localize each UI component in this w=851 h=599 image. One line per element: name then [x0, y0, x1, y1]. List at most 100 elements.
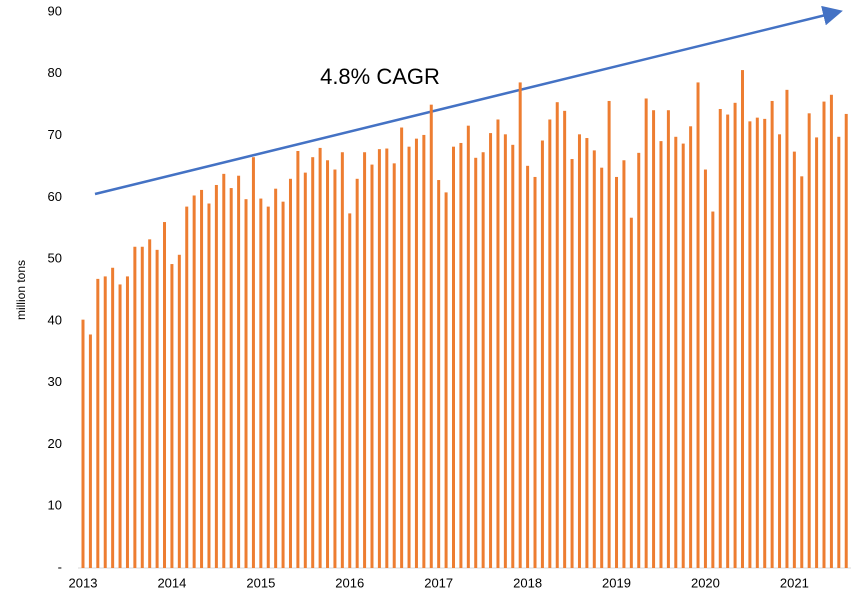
y-tick-label: 30 — [48, 374, 62, 389]
bar — [214, 184, 218, 568]
bar — [111, 267, 115, 568]
bar — [474, 157, 478, 568]
y-tick-label: 20 — [48, 436, 62, 451]
bar — [829, 94, 833, 568]
bar — [385, 148, 389, 569]
bar — [452, 146, 455, 569]
trend-arrow — [94, 5, 843, 196]
bar — [659, 141, 663, 569]
y-tick-label: 40 — [48, 312, 62, 327]
bar — [288, 178, 292, 569]
bar — [192, 195, 196, 569]
bar — [407, 146, 411, 569]
y-tick-label: 90 — [48, 3, 62, 18]
y-tick-label: 10 — [48, 498, 62, 513]
bar — [259, 198, 263, 568]
bar — [340, 152, 344, 569]
bar — [577, 134, 581, 568]
x-tick-label: 2013 — [69, 575, 98, 590]
bar — [622, 160, 626, 568]
bar — [837, 136, 841, 568]
bar — [489, 133, 493, 568]
annotation: 4.8% CAGR — [320, 64, 440, 89]
y-tick-label: 50 — [48, 251, 62, 266]
bar — [615, 176, 619, 569]
bar — [815, 137, 819, 569]
y-tick-label: 60 — [48, 189, 62, 204]
bar — [570, 159, 574, 568]
x-tick-label: 2021 — [780, 575, 809, 590]
bar — [163, 222, 167, 569]
x-tick-label: 2019 — [602, 575, 631, 590]
bar — [563, 110, 567, 568]
bar — [466, 125, 470, 568]
bar — [778, 134, 782, 568]
bar — [281, 201, 285, 568]
bar — [629, 217, 633, 568]
x-tick-label: 2018 — [513, 575, 542, 590]
bar — [763, 118, 767, 569]
bar — [326, 160, 330, 568]
bar — [133, 246, 137, 568]
bar — [785, 89, 789, 568]
bar — [770, 100, 774, 569]
bar — [88, 334, 92, 568]
bar — [251, 157, 255, 568]
bar — [607, 100, 611, 569]
bar — [703, 169, 707, 569]
bar — [533, 176, 537, 569]
bar — [311, 157, 315, 568]
bar — [540, 140, 544, 568]
bar — [548, 119, 552, 568]
bar — [822, 101, 826, 569]
bar — [207, 203, 211, 568]
bar — [496, 119, 500, 568]
bar — [637, 152, 641, 568]
bar — [740, 70, 744, 569]
bar — [444, 192, 448, 568]
bar — [800, 176, 804, 568]
bar — [370, 164, 374, 568]
bar — [414, 138, 418, 568]
bar — [355, 178, 359, 569]
bar — [726, 114, 730, 568]
bar — [518, 82, 522, 568]
bar — [511, 144, 515, 569]
bar — [348, 213, 352, 568]
bar — [429, 104, 433, 569]
bar — [718, 108, 722, 568]
bar — [103, 276, 107, 568]
bar — [644, 98, 648, 568]
bar — [333, 169, 337, 569]
y-tick-label: - — [58, 559, 62, 574]
bar — [185, 206, 189, 568]
bar — [555, 102, 559, 568]
x-tick-label: 2014 — [157, 575, 186, 590]
bar — [674, 136, 678, 568]
bar — [266, 206, 270, 568]
x-tick-label: 2016 — [335, 575, 364, 590]
y-axis-label: million tons — [14, 260, 28, 320]
bar — [600, 167, 604, 568]
x-tick-label: 2020 — [691, 575, 720, 590]
bar — [155, 249, 159, 568]
bar — [222, 173, 226, 568]
bar — [681, 143, 685, 568]
bar — [318, 147, 322, 568]
bar — [177, 254, 181, 568]
bar — [422, 134, 426, 568]
bar — [459, 142, 463, 569]
bar — [148, 239, 152, 568]
bar — [585, 138, 589, 568]
bar — [844, 113, 848, 568]
bar — [592, 150, 596, 569]
bar — [237, 175, 241, 568]
bar — [481, 152, 485, 569]
x-tick-label: 2017 — [424, 575, 453, 590]
bar — [526, 165, 530, 568]
bar — [503, 134, 507, 568]
bar — [125, 276, 129, 568]
bar — [652, 110, 656, 568]
bar — [81, 319, 85, 568]
